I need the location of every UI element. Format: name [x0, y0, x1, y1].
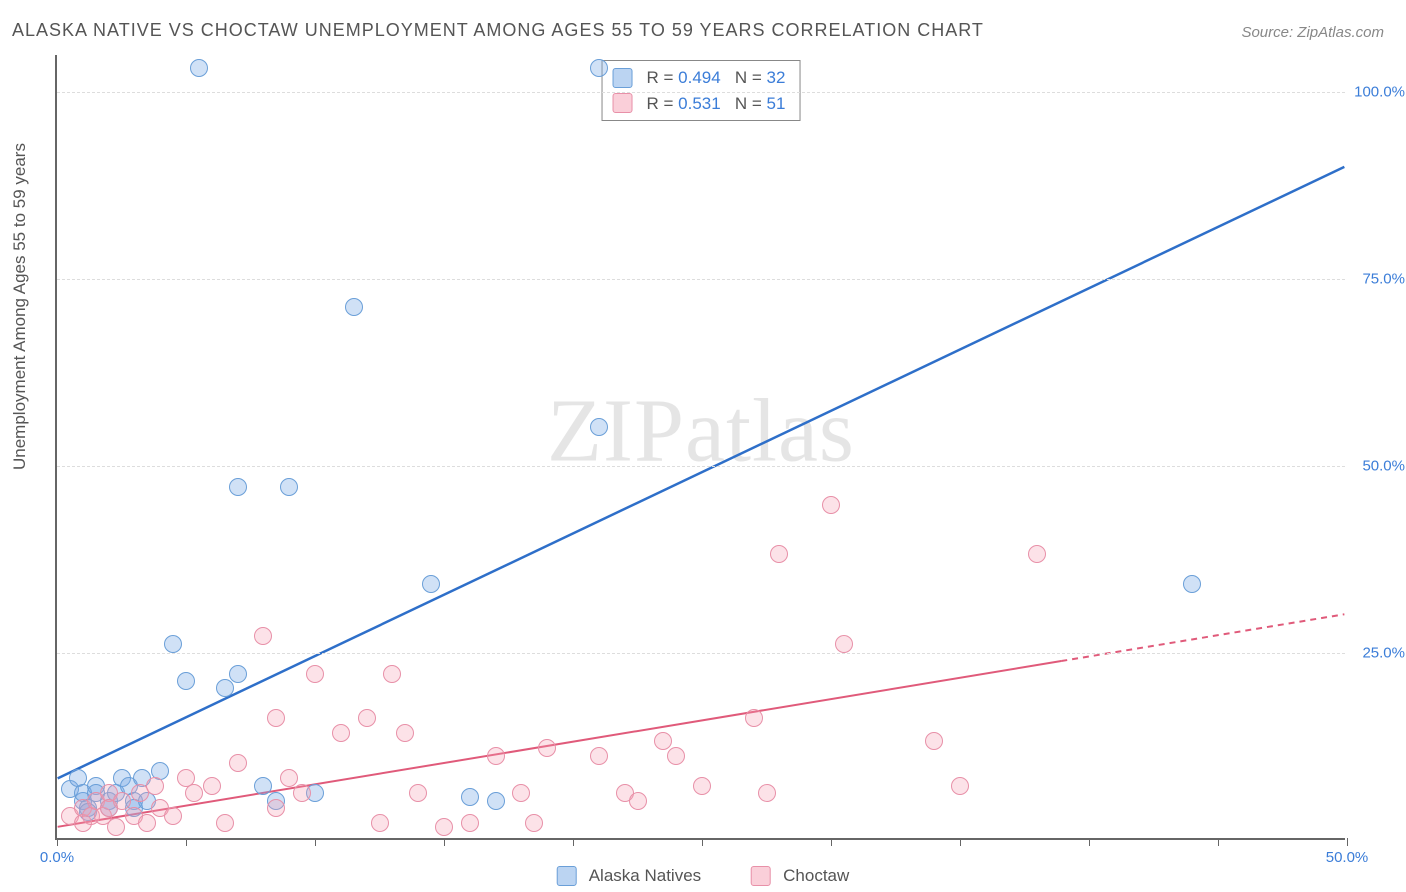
data-point: [267, 709, 285, 727]
stats-text: R = 0.531 N = 51: [647, 91, 786, 117]
x-tick-label: 0.0%: [40, 849, 74, 866]
data-point: [512, 784, 530, 802]
trendlines-layer: [57, 55, 1345, 838]
stats-row: R = 0.531 N = 51: [613, 91, 786, 117]
data-point: [538, 739, 556, 757]
legend-item: Alaska Natives: [557, 866, 701, 886]
data-point: [138, 814, 156, 832]
data-point: [203, 777, 221, 795]
data-point: [590, 59, 608, 77]
data-point: [177, 672, 195, 690]
data-point: [667, 747, 685, 765]
data-point: [1183, 575, 1201, 593]
data-point: [229, 478, 247, 496]
data-point: [422, 575, 440, 593]
data-point: [1028, 545, 1046, 563]
data-point: [925, 732, 943, 750]
data-point: [487, 792, 505, 810]
data-point: [185, 784, 203, 802]
gridline: [57, 279, 1345, 280]
data-point: [525, 814, 543, 832]
data-point: [190, 59, 208, 77]
x-tick: [960, 838, 961, 846]
data-point: [293, 784, 311, 802]
data-point: [461, 814, 479, 832]
data-point: [951, 777, 969, 795]
data-point: [216, 679, 234, 697]
data-point: [461, 788, 479, 806]
swatch-pink-icon: [751, 866, 771, 886]
gridline: [57, 466, 1345, 467]
gridline: [57, 653, 1345, 654]
data-point: [229, 754, 247, 772]
data-point: [629, 792, 647, 810]
swatch-blue-icon: [613, 68, 633, 88]
x-tick: [831, 838, 832, 846]
plot-area: ZIPatlas R = 0.494 N = 32R = 0.531 N = 5…: [55, 55, 1345, 840]
x-tick: [702, 838, 703, 846]
data-point: [164, 807, 182, 825]
x-tick: [1089, 838, 1090, 846]
chart-title: ALASKA NATIVE VS CHOCTAW UNEMPLOYMENT AM…: [12, 20, 984, 41]
x-tick: [573, 838, 574, 846]
data-point: [835, 635, 853, 653]
legend-label: Alaska Natives: [589, 866, 701, 886]
data-point: [745, 709, 763, 727]
data-point: [280, 769, 298, 787]
x-tick: [315, 838, 316, 846]
data-point: [396, 724, 414, 742]
y-tick-label: 25.0%: [1362, 645, 1405, 662]
data-point: [229, 665, 247, 683]
data-point: [254, 777, 272, 795]
data-point: [332, 724, 350, 742]
data-point: [654, 732, 672, 750]
data-point: [146, 777, 164, 795]
data-point: [345, 298, 363, 316]
data-point: [590, 747, 608, 765]
y-tick-label: 100.0%: [1354, 84, 1405, 101]
x-tick: [186, 838, 187, 846]
data-point: [487, 747, 505, 765]
data-point: [409, 784, 427, 802]
data-point: [306, 665, 324, 683]
legend-item: Choctaw: [751, 866, 849, 886]
data-point: [822, 496, 840, 514]
source-attribution: Source: ZipAtlas.com: [1241, 24, 1384, 41]
data-point: [770, 545, 788, 563]
data-point: [267, 799, 285, 817]
x-tick: [1218, 838, 1219, 846]
x-tick: [57, 838, 58, 846]
stats-row: R = 0.494 N = 32: [613, 65, 786, 91]
x-tick-label: 50.0%: [1326, 849, 1369, 866]
data-point: [280, 478, 298, 496]
x-tick: [444, 838, 445, 846]
gridline: [57, 92, 1345, 93]
legend-label: Choctaw: [783, 866, 849, 886]
stats-legend-box: R = 0.494 N = 32R = 0.531 N = 51: [602, 60, 801, 121]
data-point: [383, 665, 401, 683]
data-point: [113, 792, 131, 810]
data-point: [164, 635, 182, 653]
x-tick: [1347, 838, 1348, 846]
data-point: [758, 784, 776, 802]
y-tick-label: 50.0%: [1362, 458, 1405, 475]
data-point: [254, 627, 272, 645]
swatch-blue-icon: [557, 866, 577, 886]
bottom-legend: Alaska Natives Choctaw: [557, 866, 850, 886]
data-point: [107, 818, 125, 836]
y-axis-label: Unemployment Among Ages 55 to 59 years: [10, 143, 30, 470]
data-point: [693, 777, 711, 795]
data-point: [358, 709, 376, 727]
data-point: [371, 814, 389, 832]
data-point: [216, 814, 234, 832]
stats-text: R = 0.494 N = 32: [647, 65, 786, 91]
swatch-pink-icon: [613, 93, 633, 113]
data-point: [590, 418, 608, 436]
data-point: [435, 818, 453, 836]
y-tick-label: 75.0%: [1362, 271, 1405, 288]
